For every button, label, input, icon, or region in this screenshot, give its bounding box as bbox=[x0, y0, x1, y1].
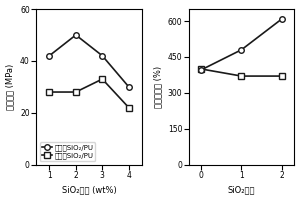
X-axis label: SiO₂含量 (wt%): SiO₂含量 (wt%) bbox=[62, 185, 116, 194]
Y-axis label: 断裂伸长率 (%): 断裂伸长率 (%) bbox=[153, 66, 162, 108]
Y-axis label: 拉伸强度 (MPa): 拉伸强度 (MPa) bbox=[6, 64, 15, 110]
结构型SiO₂/PU bbox=[47, 55, 51, 57]
Legend: 结构型SiO₂/PU, 层状型SiO₂/PU: 结构型SiO₂/PU, 层状型SiO₂/PU bbox=[40, 142, 95, 161]
Line: 层状型SiO₂/PU: 层状型SiO₂/PU bbox=[46, 76, 131, 110]
结构型SiO₂/PU bbox=[127, 86, 130, 88]
X-axis label: SiO₂含量: SiO₂含量 bbox=[228, 185, 255, 194]
结构型SiO₂/PU bbox=[74, 34, 78, 36]
层状型SiO₂/PU bbox=[127, 106, 130, 109]
层状型SiO₂/PU bbox=[74, 91, 78, 93]
结构型SiO₂/PU bbox=[100, 55, 104, 57]
Line: 结构型SiO₂/PU: 结构型SiO₂/PU bbox=[46, 32, 131, 90]
层状型SiO₂/PU bbox=[47, 91, 51, 93]
层状型SiO₂/PU bbox=[100, 78, 104, 80]
